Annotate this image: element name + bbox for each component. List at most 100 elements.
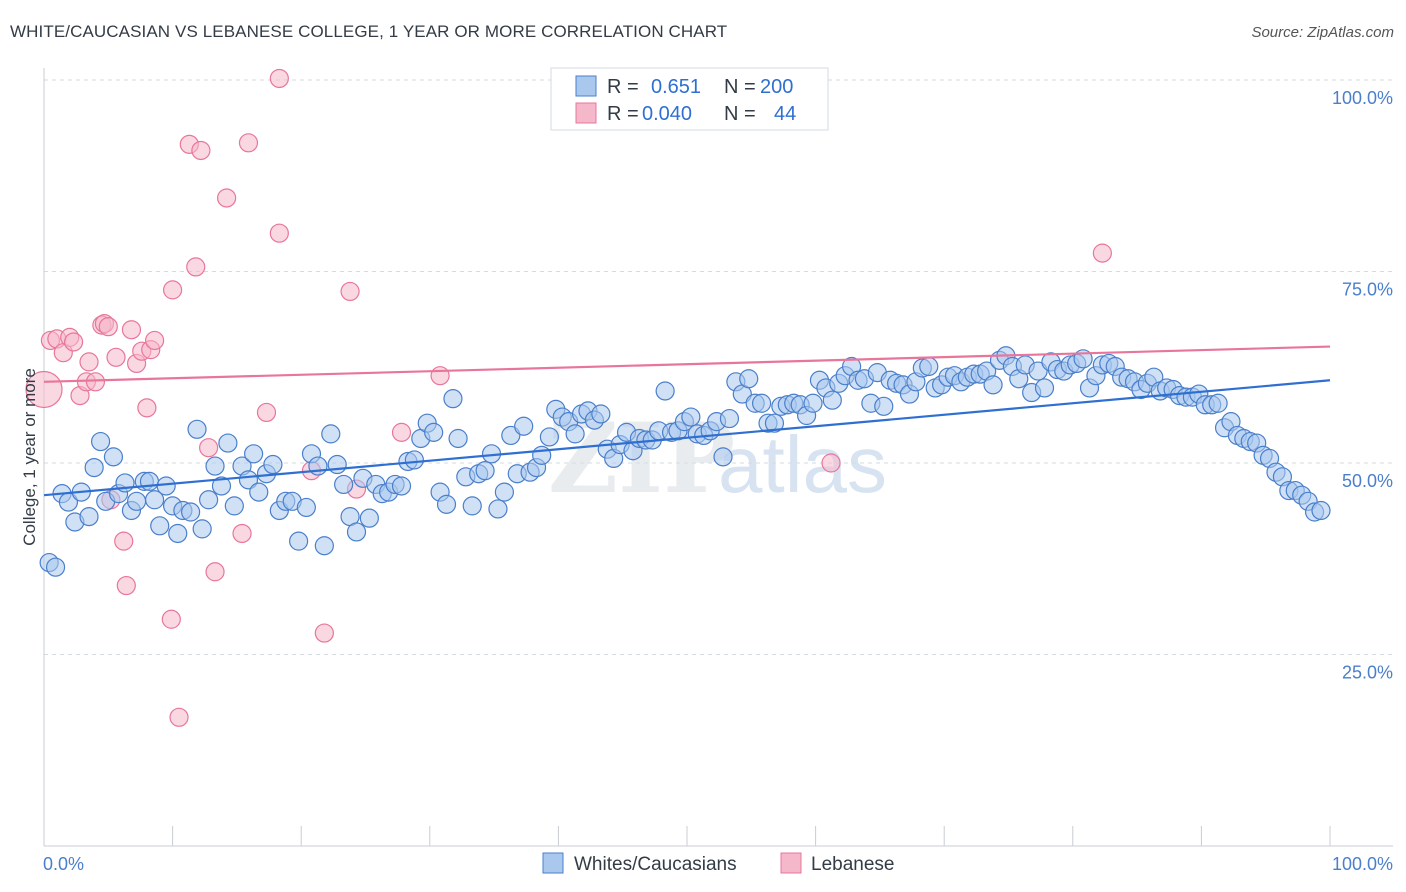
white-point	[874, 396, 894, 416]
lebanese-point	[63, 332, 84, 352]
white-point	[983, 375, 1003, 395]
lebanese-point	[269, 223, 289, 243]
white-point	[739, 369, 759, 389]
lebanese-point	[186, 257, 206, 277]
y-tick-label-25: 25.0%	[1342, 663, 1393, 683]
white-point	[1311, 500, 1331, 521]
y-tick-label-100: 100.0%	[1332, 88, 1393, 108]
watermark: ZIP atlas	[548, 402, 887, 515]
bottom-legend-swatch-white	[542, 852, 564, 874]
white-point	[296, 497, 316, 518]
white-point	[404, 450, 424, 470]
white-point	[719, 408, 740, 429]
white-point	[334, 474, 354, 495]
legend-n-value-lebanese: 44	[774, 103, 796, 125]
white-point	[321, 424, 341, 444]
white-point	[289, 531, 309, 551]
white-point	[103, 447, 124, 467]
white-point	[263, 454, 283, 475]
lebanese-point	[256, 402, 277, 423]
lebanese-point	[430, 366, 450, 386]
white-point	[224, 496, 244, 516]
white-point	[424, 422, 444, 442]
white-point	[443, 389, 463, 409]
white-point	[238, 470, 259, 490]
white-point	[90, 431, 111, 452]
legend-r-value-white: 0.651	[651, 76, 701, 98]
white-point	[391, 476, 412, 496]
white-point	[249, 482, 269, 502]
lebanese-point	[199, 438, 219, 458]
lebanese-point	[232, 523, 252, 544]
lebanese-point	[121, 320, 142, 340]
white-point	[346, 522, 367, 542]
legend-r-value-lebanese: 0.040	[642, 103, 692, 125]
lebanese-point	[269, 68, 289, 89]
white-point	[514, 416, 534, 436]
white-point	[359, 508, 379, 528]
gridlines	[44, 79, 1393, 655]
x-tick-label-min: 0.0%	[43, 854, 84, 874]
lebanese-point	[217, 188, 237, 208]
lebanese-point	[116, 575, 136, 596]
white-point	[1034, 378, 1055, 398]
x-tick-label-max: 100.0%	[1332, 854, 1393, 874]
white-point	[919, 356, 939, 377]
watermark-atlas: atlas	[718, 420, 887, 509]
white-point	[144, 490, 165, 510]
lebanese-point	[205, 562, 225, 582]
white-point	[803, 393, 823, 413]
legend-swatch-white	[575, 75, 597, 97]
white-point	[494, 482, 514, 502]
axes	[43, 68, 1393, 847]
lebanese-point	[79, 352, 99, 372]
white-point	[462, 496, 482, 516]
white-point	[244, 444, 264, 464]
source-credit: Source: ZipAtlas.com	[1251, 24, 1394, 41]
white-point	[448, 428, 468, 449]
lebanese-point	[137, 398, 157, 418]
lebanese-point	[340, 281, 360, 302]
white-point	[591, 404, 611, 424]
lebanese-point	[238, 133, 259, 153]
white-point	[655, 381, 675, 401]
white-point	[751, 393, 772, 413]
white-point	[79, 507, 99, 527]
legend-r-label-lebanese: R =	[607, 103, 639, 125]
white-point	[218, 433, 238, 453]
chart-title: WHITE/CAUCASIAN VS LEBANESE COLLEGE, 1 Y…	[10, 22, 728, 41]
white-point	[126, 491, 147, 511]
lebanese-point	[85, 372, 106, 392]
bottom-legend-label-lebanese: Lebanese	[811, 854, 894, 875]
white-point	[475, 461, 495, 481]
lebanese-point	[191, 140, 211, 161]
stats-legend: R = 0.651 N = 200 R = 0.040 N = 44	[550, 67, 829, 131]
bottom-legend-swatch-lebanese	[780, 852, 802, 874]
y-axis-label: College, 1 year or more	[20, 368, 39, 546]
legend-n-value-white: 200	[760, 76, 793, 98]
bottom-legend-label-white: Whites/Caucasians	[574, 854, 737, 875]
white-point	[211, 476, 232, 496]
white-point	[1208, 393, 1228, 413]
y-tick-label-75: 75.0%	[1342, 280, 1393, 300]
legend-n-label-white: N =	[724, 76, 756, 98]
white-point	[327, 454, 347, 475]
lebanese-point	[163, 280, 183, 300]
white-point	[764, 413, 785, 433]
lebanese-point	[169, 707, 189, 727]
lebanese-point	[144, 330, 165, 351]
lebanese-point	[314, 623, 334, 643]
white-point	[314, 536, 334, 556]
white-point	[488, 499, 508, 519]
lebanese-point	[821, 453, 841, 473]
legend-swatch-lebanese	[575, 102, 597, 124]
white-point	[565, 424, 585, 444]
white-point	[205, 456, 225, 476]
white-point	[187, 419, 207, 439]
white-point	[713, 447, 733, 467]
lebanese-point	[114, 531, 134, 551]
white-point	[45, 557, 66, 577]
lebanese-point	[161, 609, 181, 629]
white-point	[539, 427, 559, 447]
